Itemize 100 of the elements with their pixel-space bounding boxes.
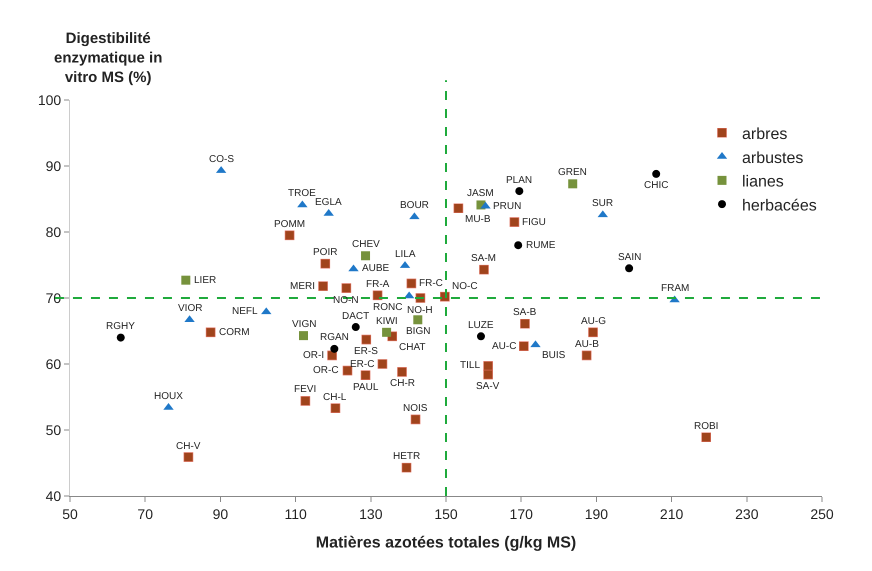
point <box>476 332 485 340</box>
annotation: NEFL <box>232 306 258 317</box>
annotation: CHAT <box>399 342 426 353</box>
point <box>330 344 338 353</box>
y-tick-label: 40 <box>46 488 62 504</box>
point <box>568 179 578 188</box>
annotation: CHEV <box>352 239 380 250</box>
point <box>598 210 608 218</box>
x-tick-label: 190 <box>584 506 608 522</box>
annotation: POMM <box>274 219 306 230</box>
point <box>206 328 216 338</box>
x-tick-label: 130 <box>359 506 383 522</box>
point <box>320 258 330 268</box>
annotation: HOUX <box>154 391 184 402</box>
annotation: OR-I <box>303 350 324 361</box>
x-tick-label: 110 <box>284 506 307 522</box>
annotation: MERI <box>290 281 315 292</box>
annotation: BIGN <box>406 326 430 337</box>
annotation: NO-H <box>407 305 433 316</box>
annotation: BOUR <box>400 200 429 211</box>
legend-label: arbustes <box>742 150 804 167</box>
y-tick-label: 80 <box>46 224 62 240</box>
annotation: AU-B <box>575 339 600 350</box>
point <box>582 350 592 360</box>
annotation: OR-C <box>313 365 339 376</box>
annotation: AU-G <box>581 316 606 327</box>
annotation: NOIS <box>403 403 428 414</box>
annotation: FR-C <box>419 278 443 289</box>
x-tick-label: 230 <box>735 506 759 522</box>
annotation: PAUL <box>353 382 379 393</box>
point <box>342 366 352 376</box>
y-tick-label: 100 <box>38 92 62 108</box>
annotation: LIER <box>194 275 216 286</box>
point <box>342 283 352 293</box>
annotation: FR-A <box>366 279 390 290</box>
point <box>515 187 524 196</box>
annotation: ER-C <box>350 359 374 370</box>
annotation: EGLA <box>315 197 342 208</box>
annotation: SAIN <box>618 252 642 263</box>
point <box>413 315 422 324</box>
point <box>284 230 294 240</box>
y-tick-label: 70 <box>46 290 62 306</box>
annotation: RONC <box>373 302 402 313</box>
point <box>116 334 125 342</box>
annotation: LILA <box>395 249 416 260</box>
y-tick-label: 90 <box>46 158 62 174</box>
point <box>318 281 328 291</box>
x-tick-label: 250 <box>810 506 834 522</box>
annotation: CORM <box>219 327 250 338</box>
point <box>372 290 382 300</box>
x-tick-label: 50 <box>62 506 78 522</box>
point <box>652 170 660 178</box>
annotation: CH-V <box>176 441 201 452</box>
annotation: ROBI <box>694 421 718 432</box>
annotation: BUIS <box>542 350 566 361</box>
annotation: RGAN <box>320 332 349 343</box>
point <box>361 334 372 344</box>
x-tick-label: 210 <box>660 506 684 522</box>
annotation: KIWI <box>376 316 398 327</box>
annotation: FRAM <box>661 283 690 294</box>
point <box>588 328 598 338</box>
annotation: VIGN <box>292 319 316 330</box>
x-tick-label: 90 <box>212 506 228 522</box>
annotation: PLAN <box>506 175 532 186</box>
point <box>181 276 190 285</box>
point <box>519 341 529 351</box>
point <box>483 370 493 380</box>
point <box>454 203 464 214</box>
point <box>300 396 310 406</box>
point <box>360 370 370 380</box>
annotation: SA-M <box>471 253 496 264</box>
point <box>352 323 360 332</box>
annotation: RGHY <box>106 321 136 332</box>
annotation: LUZE <box>468 320 494 331</box>
x-tick-label: 170 <box>510 506 534 522</box>
annotation: DACT <box>342 311 370 322</box>
annotation: MU-B <box>465 214 491 225</box>
point <box>378 359 388 369</box>
annotation: VIOR <box>178 303 202 314</box>
point <box>514 241 522 250</box>
annotation: CH-R <box>390 378 415 389</box>
annotation: POIR <box>313 247 338 258</box>
point <box>397 367 407 377</box>
annotation: GREN <box>558 167 587 178</box>
point <box>361 251 370 260</box>
point <box>479 264 489 274</box>
x-tick-label: 150 <box>434 506 458 522</box>
annotation: NO-C <box>452 281 478 292</box>
annotation: FEVI <box>294 384 316 395</box>
point <box>299 331 308 340</box>
legend-label: herbacées <box>742 197 817 214</box>
annotation: SUR <box>592 198 614 209</box>
y-tick-label: 50 <box>46 422 62 438</box>
x-tick-label: 70 <box>137 506 154 522</box>
annotation: SA-V <box>476 381 500 392</box>
annotation: HETR <box>393 451 420 462</box>
annotation: FIGU <box>522 217 546 228</box>
point <box>382 328 392 337</box>
point <box>184 452 194 462</box>
annotation: NO-N <box>333 295 359 306</box>
